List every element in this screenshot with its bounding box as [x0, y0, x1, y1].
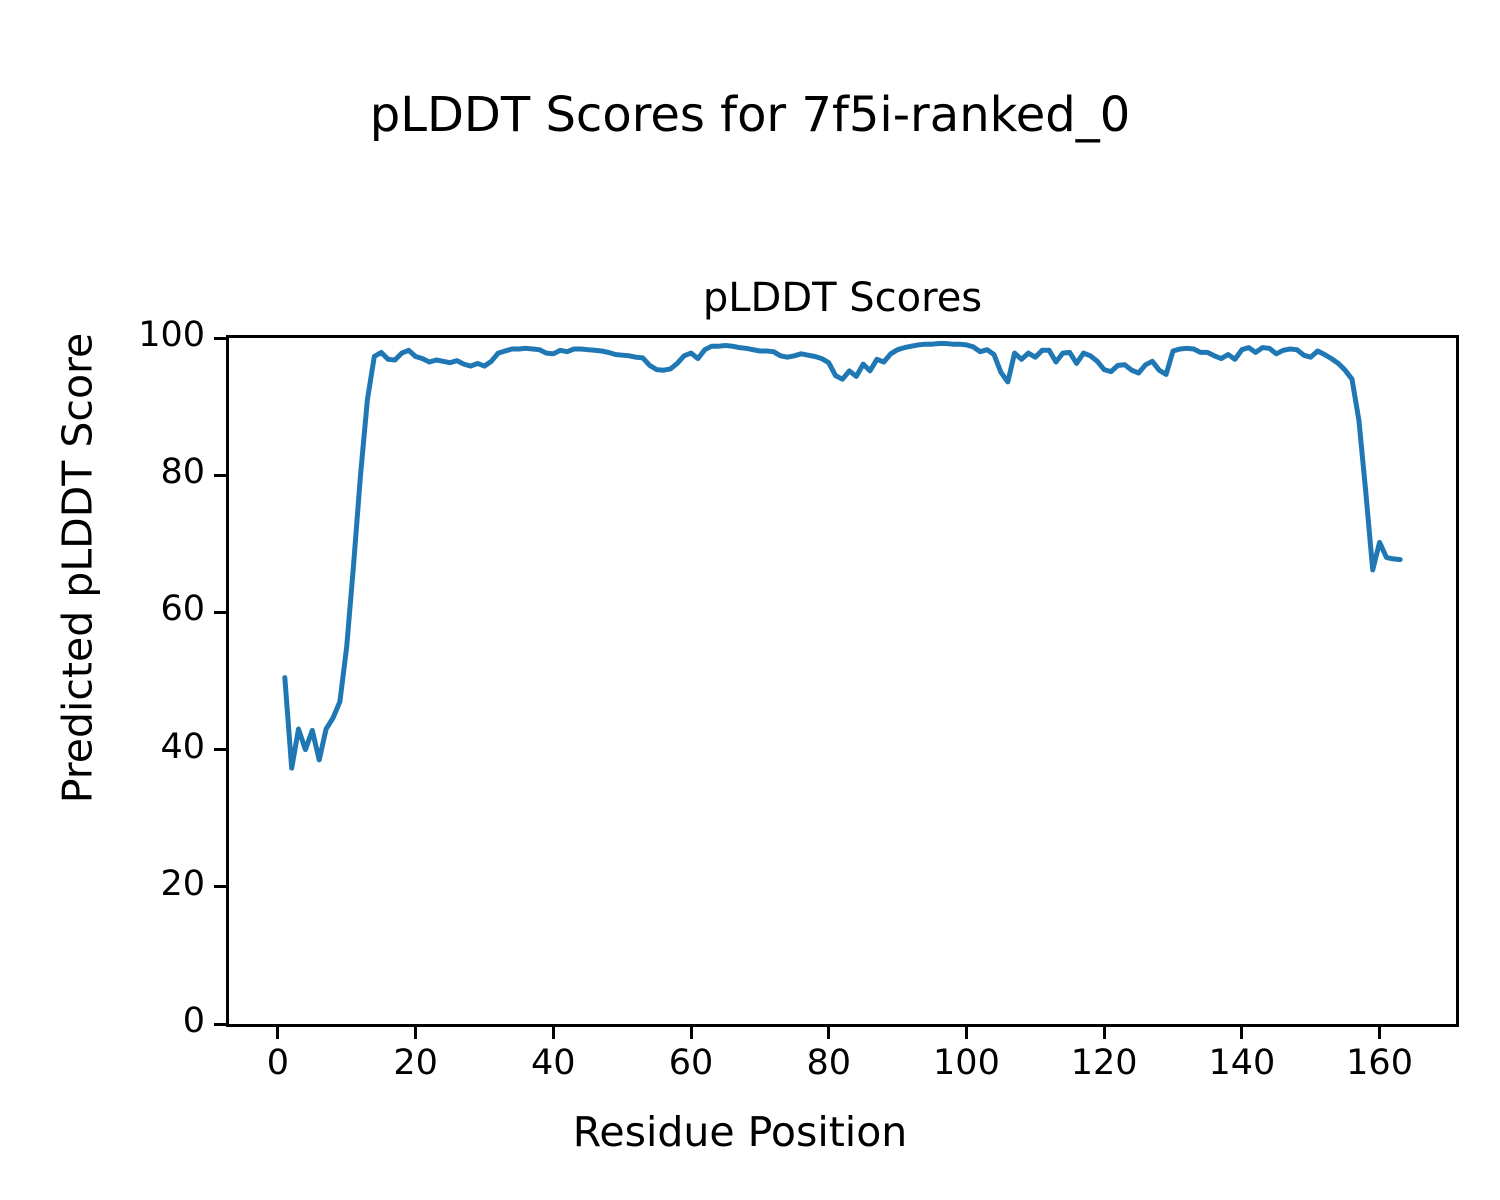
- x-tick-label: 20: [393, 1043, 438, 1083]
- x-tick-mark: [414, 1027, 418, 1039]
- x-tick-label: 0: [266, 1043, 290, 1083]
- y-tick-label: 20: [160, 863, 205, 904]
- axes-title: pLDDT Scores: [702, 275, 983, 321]
- x-tick-label: 40: [531, 1043, 576, 1083]
- y-axis-label: Predicted pLDDT Score: [53, 332, 102, 804]
- plot-area: [226, 335, 1459, 1027]
- x-tick-label: 80: [806, 1043, 851, 1083]
- y-tick-mark: [214, 748, 226, 752]
- plddt-line-chart: [282, 341, 1403, 771]
- x-tick-mark: [1102, 1027, 1106, 1039]
- x-tick-label: 160: [1346, 1043, 1413, 1083]
- y-tick-mark: [214, 610, 226, 614]
- y-tick-mark: [214, 473, 226, 477]
- y-tick-label: 100: [138, 315, 205, 355]
- y-tick-mark: [214, 885, 226, 889]
- y-tick-mark: [214, 336, 226, 340]
- x-tick-label: 60: [668, 1043, 714, 1083]
- x-tick-mark: [1378, 1027, 1382, 1039]
- x-axis-label: Residue Position: [572, 1108, 908, 1156]
- x-tick-label: 120: [1070, 1043, 1138, 1083]
- x-tick-mark: [276, 1027, 280, 1039]
- y-tick-label: 40: [160, 726, 205, 767]
- y-tick-label: 0: [182, 1001, 205, 1041]
- y-tick-mark: [214, 1022, 226, 1026]
- x-tick-mark: [1240, 1027, 1244, 1039]
- plddt-line-series: [282, 341, 1403, 771]
- y-tick-label: 80: [160, 452, 205, 493]
- x-tick-mark: [964, 1027, 968, 1039]
- x-tick-mark: [827, 1027, 831, 1039]
- x-tick-label: 140: [1208, 1043, 1276, 1083]
- x-tick-mark: [551, 1027, 555, 1039]
- x-tick-label: 100: [933, 1043, 1000, 1083]
- x-tick-mark: [689, 1027, 693, 1039]
- figure-title: pLDDT Scores for 7f5i-ranked_0: [369, 87, 1131, 143]
- y-tick-label: 60: [160, 589, 205, 630]
